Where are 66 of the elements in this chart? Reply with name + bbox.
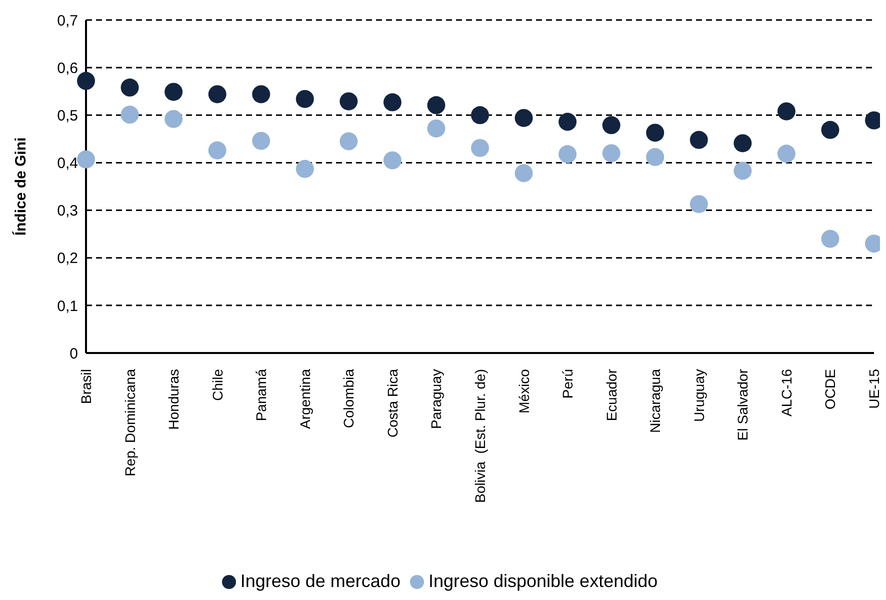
point xyxy=(558,112,577,131)
x-tick-label: Panamá xyxy=(253,368,270,422)
y-axis-title: Índice de Gini xyxy=(11,137,30,236)
point xyxy=(252,85,270,104)
point xyxy=(427,96,446,114)
point xyxy=(383,151,402,170)
point xyxy=(602,144,620,162)
point xyxy=(164,110,183,128)
y-tick-label: 0 xyxy=(70,345,78,362)
legend-label: Ingreso de mercado xyxy=(240,571,400,591)
point xyxy=(427,119,446,138)
point xyxy=(471,106,489,124)
y-tick-label: 0,4 xyxy=(57,155,78,172)
x-tick-label: México xyxy=(516,368,532,414)
point xyxy=(208,85,226,104)
point xyxy=(821,120,840,139)
point xyxy=(690,195,708,214)
point xyxy=(340,92,358,110)
point xyxy=(602,116,620,134)
x-tick-label: Nicaragua xyxy=(647,368,664,433)
point xyxy=(646,148,664,166)
x-tick-label: Perú xyxy=(560,369,576,399)
x-tick-label: El Salvador xyxy=(734,368,751,441)
point xyxy=(296,90,314,108)
legend-label: Ingreso disponible extendido xyxy=(428,571,658,591)
x-tick-label: Rep. Dominicana xyxy=(122,368,138,476)
point xyxy=(471,138,489,157)
x-tick-label: Argentina xyxy=(296,368,313,429)
point xyxy=(120,106,139,124)
point xyxy=(120,78,139,97)
point xyxy=(514,164,533,182)
x-tick-label: Brasil xyxy=(78,369,94,404)
point xyxy=(77,150,95,168)
x-tick-label: ALC-16 xyxy=(778,368,794,416)
y-tick-label: 0,6 xyxy=(57,60,78,77)
x-tick-label: Paraguay xyxy=(428,369,444,429)
y-tick-label: 0,1 xyxy=(57,298,78,315)
x-tick-label: Uruguay xyxy=(690,369,707,422)
x-tick-label: UE-15 xyxy=(866,368,882,409)
x-tick-label: Costa Rica xyxy=(384,368,400,438)
point xyxy=(558,145,577,164)
point xyxy=(734,162,752,180)
point xyxy=(514,108,533,127)
y-tick-label: 0,3 xyxy=(57,202,78,220)
x-tick-label: OCDE xyxy=(822,369,838,410)
x-tick-label: Ecuador xyxy=(603,368,620,422)
point xyxy=(77,72,95,90)
point xyxy=(164,82,183,101)
x-tick-label: Bolivia (Est. Plur. de) xyxy=(472,369,488,503)
point xyxy=(646,124,664,142)
point xyxy=(296,160,314,178)
y-tick-label: 0,5 xyxy=(57,107,78,124)
x-tick-label: Colombia xyxy=(340,368,357,428)
x-tick-label: Honduras xyxy=(166,369,182,430)
point xyxy=(340,132,358,150)
point xyxy=(734,134,752,152)
y-tick-label: 0,7 xyxy=(57,12,78,30)
point xyxy=(777,144,796,163)
point xyxy=(252,132,270,150)
point xyxy=(208,141,226,160)
x-tick-label: Chile xyxy=(209,368,226,401)
point xyxy=(777,102,796,120)
y-tick-label: 0,2 xyxy=(57,250,78,268)
point xyxy=(821,230,840,248)
point xyxy=(383,93,402,112)
point xyxy=(690,130,708,149)
